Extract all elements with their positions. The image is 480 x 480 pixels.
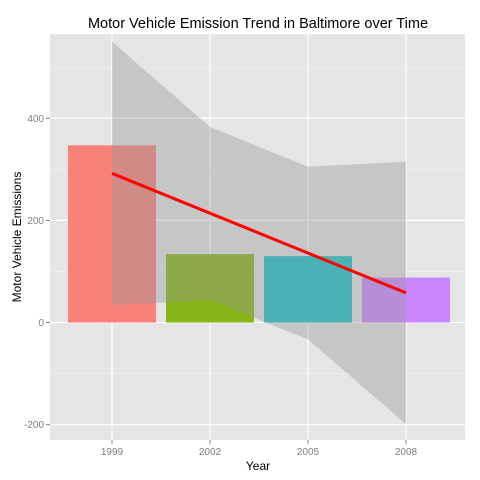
chart-title: Motor Vehicle Emission Trend in Baltimor… — [88, 16, 428, 32]
bar-2002 — [166, 254, 254, 323]
y-tick-label: 0 — [38, 318, 44, 329]
y-axis-ticks: -200 0 200 400 — [24, 114, 50, 431]
y-tick-label: 200 — [27, 216, 44, 227]
x-tick-label: 2002 — [199, 447, 222, 458]
x-axis-ticks: 1999 2002 2005 2008 — [101, 440, 418, 458]
trend-line-group — [111, 172, 407, 295]
bar-2008 — [362, 277, 450, 323]
y-axis-title: Motor Vehicle Emissions — [10, 172, 24, 303]
x-tick-label: 2005 — [297, 447, 320, 458]
trend-line — [111, 172, 407, 295]
x-tick-label: 1999 — [101, 447, 124, 458]
x-tick-label: 2008 — [395, 447, 418, 458]
y-tick-label: -200 — [24, 420, 44, 431]
x-axis-title: Year — [246, 459, 270, 473]
y-tick-label: 400 — [27, 114, 44, 125]
bar-2005 — [264, 256, 352, 323]
